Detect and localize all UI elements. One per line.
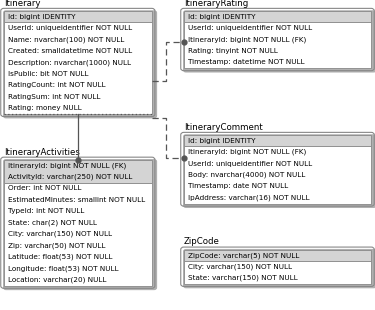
FancyBboxPatch shape	[3, 159, 157, 290]
Text: ItineraryRating: ItineraryRating	[184, 0, 248, 8]
FancyBboxPatch shape	[4, 160, 152, 183]
Text: Timestamp: datetime NOT NULL: Timestamp: datetime NOT NULL	[188, 60, 304, 65]
Text: Timestamp: date NOT NULL: Timestamp: date NOT NULL	[188, 184, 288, 189]
Text: ZipCode: ZipCode	[184, 237, 220, 246]
FancyBboxPatch shape	[183, 10, 375, 73]
Text: Description: nvarchar(1000) NULL: Description: nvarchar(1000) NULL	[8, 59, 130, 66]
Text: Latitude: float(53) NOT NULL: Latitude: float(53) NOT NULL	[8, 254, 112, 260]
Text: Id: bigint IDENTITY: Id: bigint IDENTITY	[188, 138, 255, 144]
FancyBboxPatch shape	[184, 261, 371, 284]
Text: State: char(2) NOT NULL: State: char(2) NOT NULL	[8, 219, 96, 226]
FancyBboxPatch shape	[184, 22, 371, 68]
Text: Body: nvarchar(4000) NOT NULL: Body: nvarchar(4000) NOT NULL	[188, 172, 305, 178]
Text: ItineraryComment: ItineraryComment	[184, 123, 262, 132]
Text: ItineraryId: bigint NOT NULL (FK): ItineraryId: bigint NOT NULL (FK)	[188, 149, 306, 155]
Text: UserId: uniqueidentifier NOT NULL: UserId: uniqueidentifier NOT NULL	[188, 161, 312, 166]
Text: TypeId: int NOT NULL: TypeId: int NOT NULL	[8, 208, 84, 214]
Text: Name: nvarchar(100) NOT NULL: Name: nvarchar(100) NOT NULL	[8, 36, 124, 43]
Text: Order: int NOT NULL: Order: int NOT NULL	[8, 185, 81, 191]
FancyBboxPatch shape	[4, 22, 152, 114]
Text: City: varchar(150) NOT NULL: City: varchar(150) NOT NULL	[188, 264, 291, 270]
Text: ActivityId: varchar(250) NOT NULL: ActivityId: varchar(250) NOT NULL	[8, 174, 132, 180]
Text: ItineraryId: bigint NOT NULL (FK): ItineraryId: bigint NOT NULL (FK)	[188, 36, 306, 43]
FancyBboxPatch shape	[184, 250, 371, 261]
FancyBboxPatch shape	[183, 134, 375, 208]
FancyBboxPatch shape	[184, 146, 371, 204]
Text: Id: bigint IDENTITY: Id: bigint IDENTITY	[188, 14, 255, 20]
Text: ItineraryActivities: ItineraryActivities	[4, 148, 80, 157]
Text: UserId: uniqueidentifier NOT NULL: UserId: uniqueidentifier NOT NULL	[8, 25, 132, 31]
FancyBboxPatch shape	[184, 135, 371, 146]
Text: Rating: money NULL: Rating: money NULL	[8, 105, 81, 111]
Text: RatingCount: int NOT NULL: RatingCount: int NOT NULL	[8, 82, 105, 88]
Text: Rating: tinyint NOT NULL: Rating: tinyint NOT NULL	[188, 48, 277, 54]
Text: IpAddress: varchar(16) NOT NULL: IpAddress: varchar(16) NOT NULL	[188, 195, 309, 201]
Text: Itinerary: Itinerary	[4, 0, 40, 8]
Text: ItineraryId: bigint NOT NULL (FK): ItineraryId: bigint NOT NULL (FK)	[8, 162, 126, 169]
Text: Zip: varchar(50) NOT NULL: Zip: varchar(50) NOT NULL	[8, 242, 105, 249]
Text: State: varchar(150) NOT NULL: State: varchar(150) NOT NULL	[188, 275, 297, 281]
Text: Longitude: float(53) NOT NULL: Longitude: float(53) NOT NULL	[8, 265, 118, 272]
FancyBboxPatch shape	[4, 11, 152, 22]
Text: EstimatedMinutes: smallint NOT NULL: EstimatedMinutes: smallint NOT NULL	[8, 197, 145, 203]
FancyBboxPatch shape	[184, 11, 371, 22]
Text: Location: varchar(20) NULL: Location: varchar(20) NULL	[8, 277, 106, 283]
Text: IsPublic: bit NOT NULL: IsPublic: bit NOT NULL	[8, 71, 88, 77]
Text: Created: smalldatetime NOT NULL: Created: smalldatetime NOT NULL	[8, 48, 132, 54]
Text: Id: bigint IDENTITY: Id: bigint IDENTITY	[8, 14, 75, 20]
FancyBboxPatch shape	[183, 249, 375, 288]
Text: UserId: uniqueidentifier NOT NULL: UserId: uniqueidentifier NOT NULL	[188, 25, 312, 31]
Text: RatingSum: int NOT NULL: RatingSum: int NOT NULL	[8, 94, 100, 100]
Text: ZipCode: varchar(5) NOT NULL: ZipCode: varchar(5) NOT NULL	[188, 252, 299, 259]
Text: City: varchar(150) NOT NULL: City: varchar(150) NOT NULL	[8, 231, 111, 237]
FancyBboxPatch shape	[3, 10, 157, 118]
FancyBboxPatch shape	[4, 183, 152, 286]
